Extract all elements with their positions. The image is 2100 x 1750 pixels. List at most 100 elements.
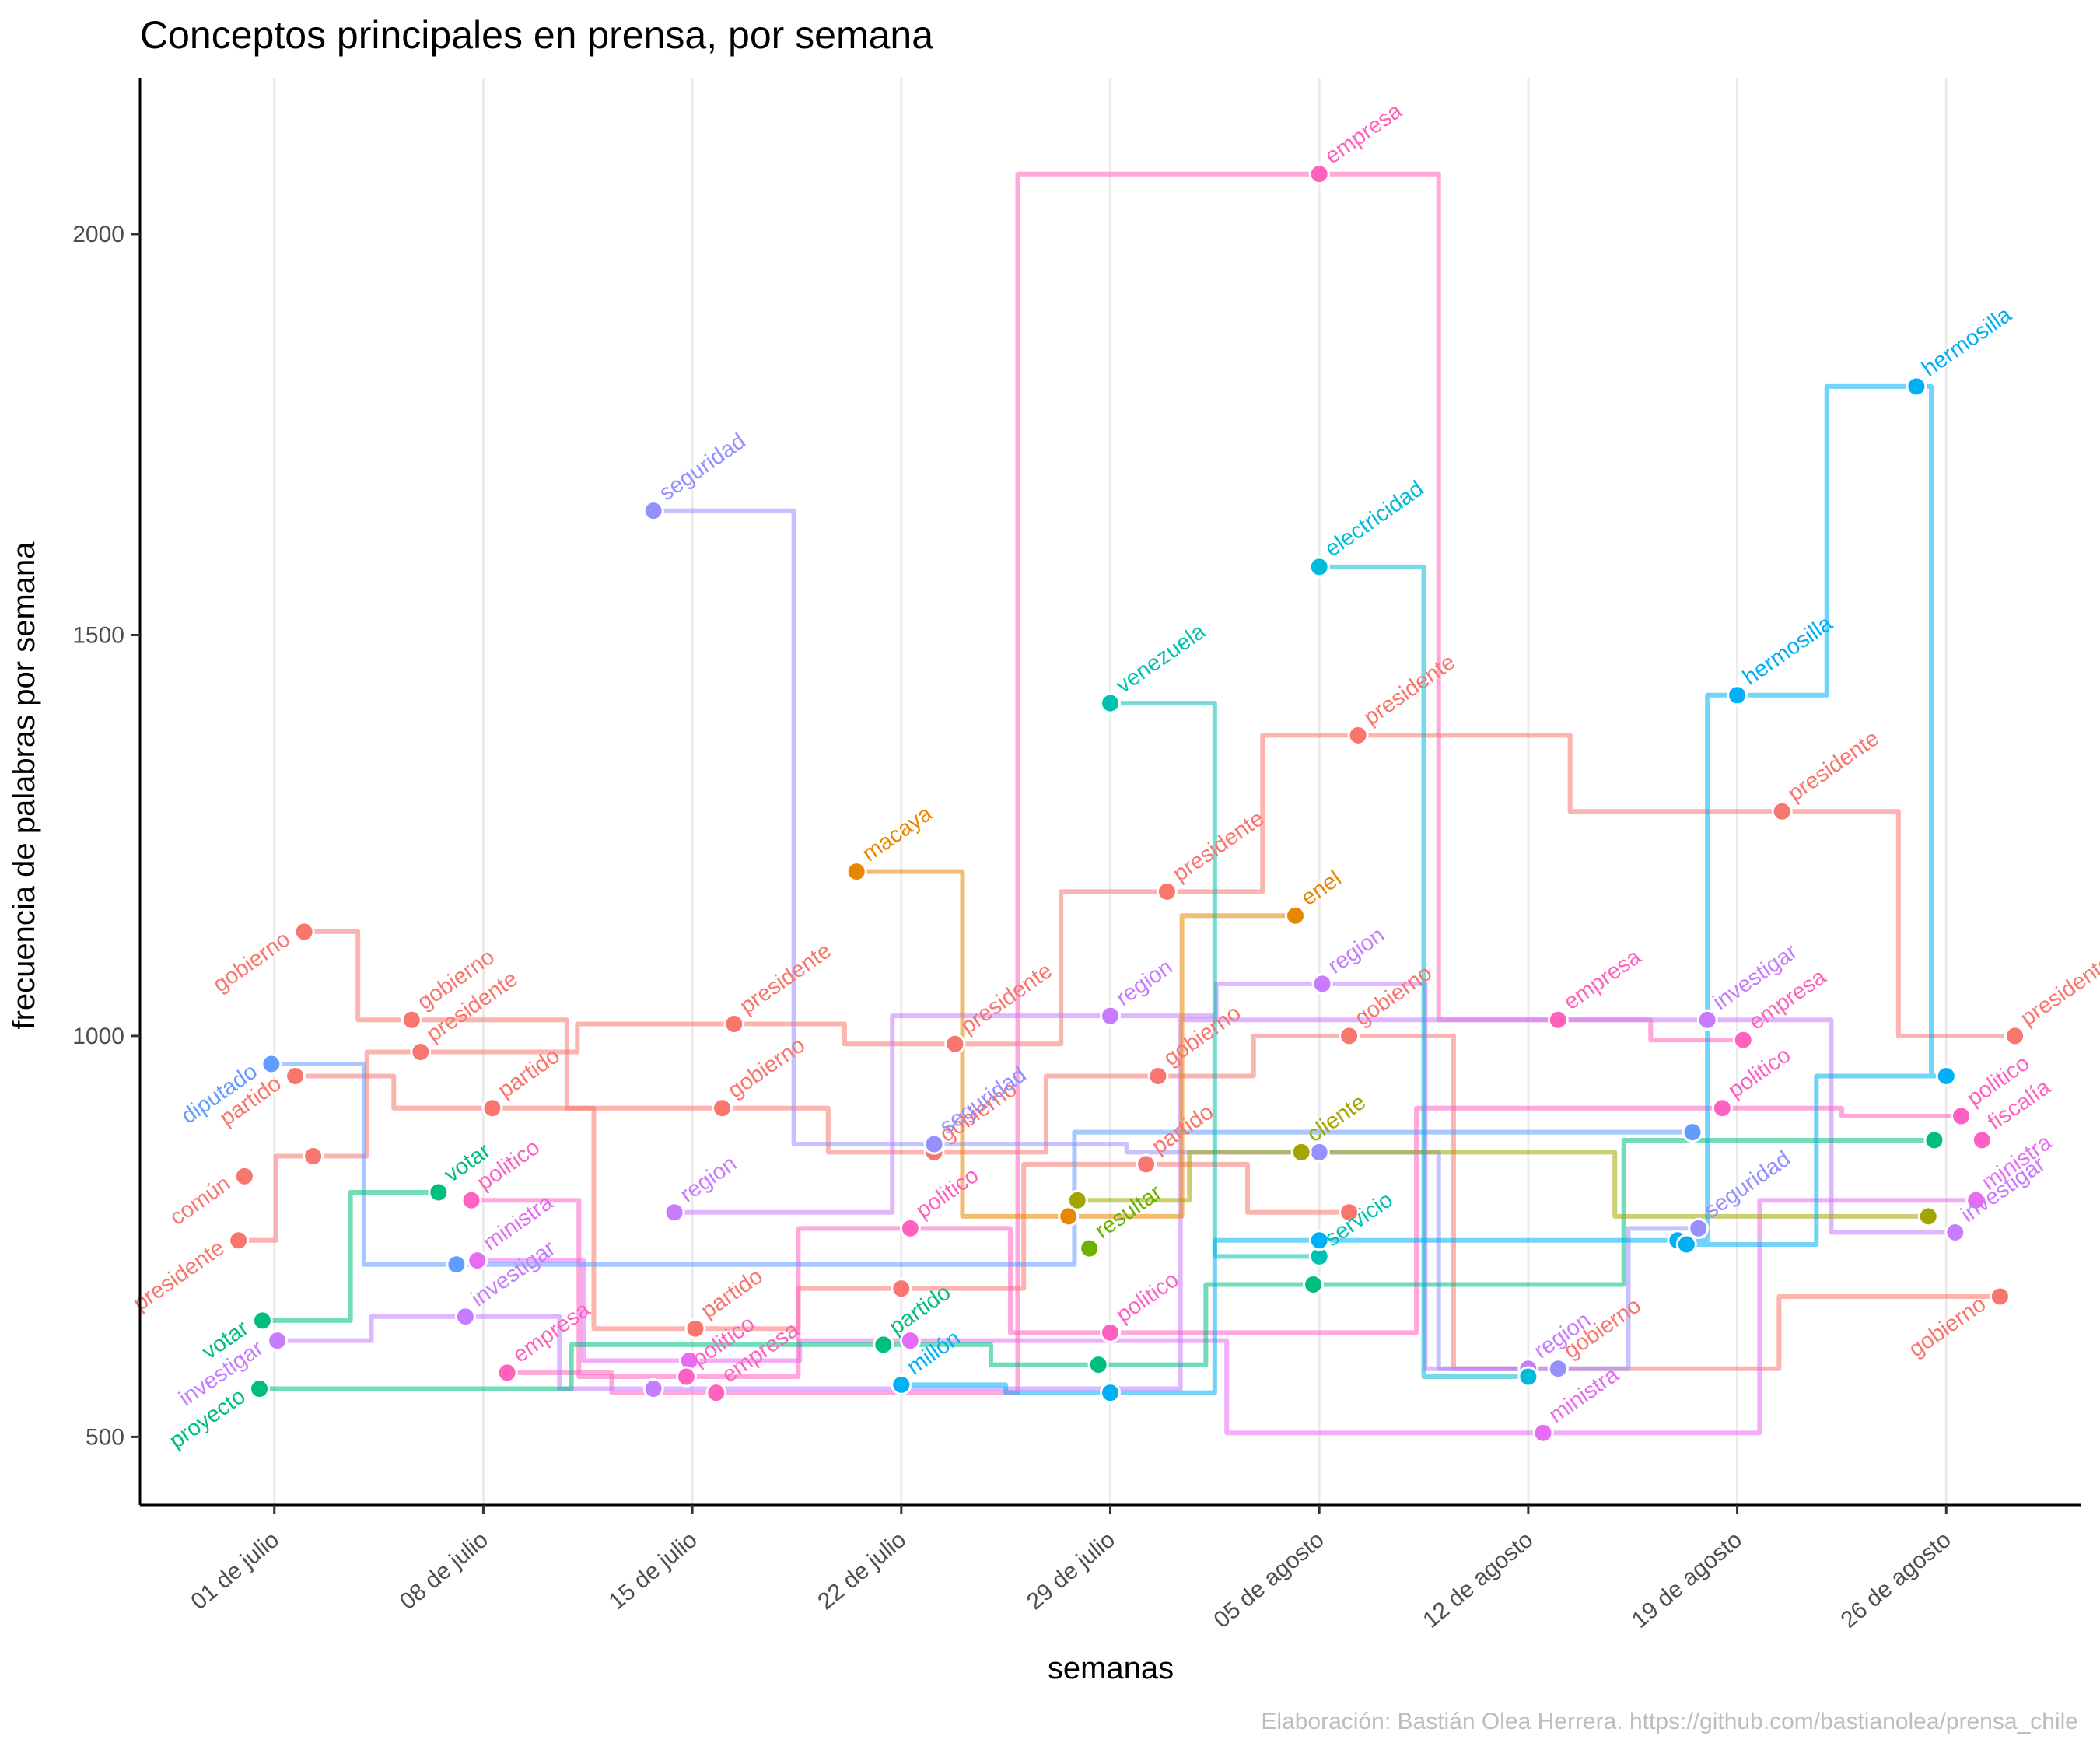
data-point-hermosilla <box>1308 1230 1330 1251</box>
data-point-gobierno <box>1989 1286 2011 1307</box>
data-point-presidente <box>410 1041 432 1063</box>
data-point-proyecto <box>1087 1354 1109 1376</box>
data-point-presidente <box>1771 800 1793 822</box>
point-label: presidente <box>957 958 1057 1039</box>
data-point-partido <box>1339 1202 1360 1223</box>
data-point-seguridad <box>642 500 664 522</box>
point-label: presidente <box>736 938 836 1019</box>
data-point-politico <box>460 1189 482 1211</box>
point-label: presidente <box>2016 950 2100 1031</box>
point-label: empresa <box>1321 98 1407 169</box>
data-point-hermosilla <box>1675 1234 1697 1255</box>
data-point-gobierno <box>293 921 315 943</box>
data-point-politico <box>1711 1097 1733 1119</box>
data-point-macaya <box>1284 905 1306 926</box>
data-point-venezuela <box>1100 692 1121 714</box>
data-point-presidente <box>2004 1025 2026 1047</box>
point-label: seguridad <box>1699 1146 1795 1223</box>
x-tick-label: 15 de julio <box>604 1527 702 1615</box>
point-label: presidente <box>128 1235 229 1316</box>
data-point-politico <box>1100 1321 1121 1343</box>
data-point-gobierno <box>1147 1065 1169 1087</box>
data-point-presidente <box>303 1146 324 1167</box>
x-tick-label: 29 de julio <box>1022 1527 1120 1615</box>
data-point-diputado <box>1682 1122 1703 1143</box>
point-label: gobierno <box>1160 1000 1246 1071</box>
data-point-proyecto <box>249 1378 271 1400</box>
data-point-presidente <box>228 1230 250 1251</box>
data-point-investigar <box>1696 1009 1718 1031</box>
data-point-macaya <box>1058 1206 1080 1227</box>
y-tick-label: 1000 <box>72 1024 124 1049</box>
data-point-region <box>663 1202 685 1223</box>
series-line-electricidad <box>1319 564 1528 1380</box>
data-point-investigar <box>267 1330 289 1352</box>
point-label: común <box>166 1171 236 1230</box>
x-tick-label: 19 de agosto <box>1627 1527 1747 1633</box>
data-point-comun <box>233 1165 255 1187</box>
data-point-empresa <box>1547 1009 1569 1031</box>
point-label: resultar <box>1090 1180 1167 1244</box>
data-point-proyecto <box>1923 1129 1945 1151</box>
x-tick-label: 12 de agosto <box>1418 1527 1538 1633</box>
data-point-presidente <box>1156 880 1178 902</box>
x-axis-ticks: 01 de julio 08 de julio 15 de julio 22 de j… <box>186 1505 1956 1633</box>
y-axis-title: frecuencia de palabras por semana <box>7 541 41 1030</box>
point-label: region <box>1111 954 1177 1010</box>
data-point-partido <box>684 1318 706 1339</box>
data-point-votar <box>428 1181 450 1203</box>
data-point-fiscalia <box>1971 1129 1993 1151</box>
grid-lines <box>273 78 1948 1505</box>
point-label: politico <box>1111 1267 1183 1328</box>
point-label: enel <box>1297 866 1346 911</box>
x-tick-label: 08 de julio <box>395 1527 493 1615</box>
data-point-empresa <box>1308 163 1330 185</box>
data-point-seguridad <box>1547 1358 1569 1380</box>
data-point-presidente <box>723 1013 745 1034</box>
point-label: empresa <box>1559 944 1646 1015</box>
data-point-cliente <box>1290 1141 1312 1163</box>
point-label: presidente <box>1783 726 1884 807</box>
point-label: macaya <box>858 800 937 866</box>
point-label: investigar <box>467 1236 560 1312</box>
data-point-hermosilla <box>1906 376 1927 397</box>
data-point-gobierno <box>401 1009 422 1031</box>
data-point-partido <box>1136 1153 1157 1175</box>
data-point-investigar <box>454 1306 476 1328</box>
data-point-ministra <box>1532 1422 1554 1444</box>
series-points <box>228 163 2026 1444</box>
data-point-empresa <box>496 1362 518 1384</box>
data-point-investigar <box>1944 1221 1966 1243</box>
data-point-region <box>1100 1005 1121 1027</box>
data-point-proyecto <box>873 1334 894 1356</box>
data-point-diputado <box>446 1254 467 1276</box>
series-line-politico <box>471 1105 1962 1380</box>
data-point-resultar <box>1079 1237 1101 1259</box>
point-label: region <box>1324 922 1389 978</box>
data-point-cliente <box>1066 1189 1088 1211</box>
data-point-electricidad <box>1308 556 1330 578</box>
x-axis-title: semanas <box>1048 1651 1174 1685</box>
point-label: gobierno <box>1905 1291 1991 1362</box>
series-line-cliente <box>1077 1150 1929 1219</box>
data-point-region <box>1311 973 1333 995</box>
point-label: region <box>676 1151 741 1207</box>
point-label: hermosilla <box>1918 302 2017 382</box>
data-point-partido <box>481 1097 503 1119</box>
y-axis-ticks: 500 1000 1500 2000 <box>72 222 140 1450</box>
data-point-diputado <box>261 1053 282 1075</box>
data-point-ministra <box>1965 1189 1987 1211</box>
y-tick-label: 500 <box>86 1424 124 1450</box>
series-line-votar <box>262 1189 439 1323</box>
x-tick-label: 26 de agosto <box>1836 1527 1956 1633</box>
point-label: presidente <box>1168 806 1269 887</box>
data-point-hermosilla <box>1935 1065 1957 1087</box>
x-tick-label: 01 de julio <box>186 1527 284 1615</box>
point-label: gobierno <box>723 1032 810 1103</box>
chart-title: Conceptos principales en prensa, por sem… <box>140 13 933 57</box>
data-point-gobierno <box>712 1097 733 1119</box>
data-point-electricidad <box>1517 1366 1539 1388</box>
data-point-ministra <box>899 1330 921 1352</box>
point-labels: presidente presidente presidente presidente… <box>128 98 2100 1454</box>
